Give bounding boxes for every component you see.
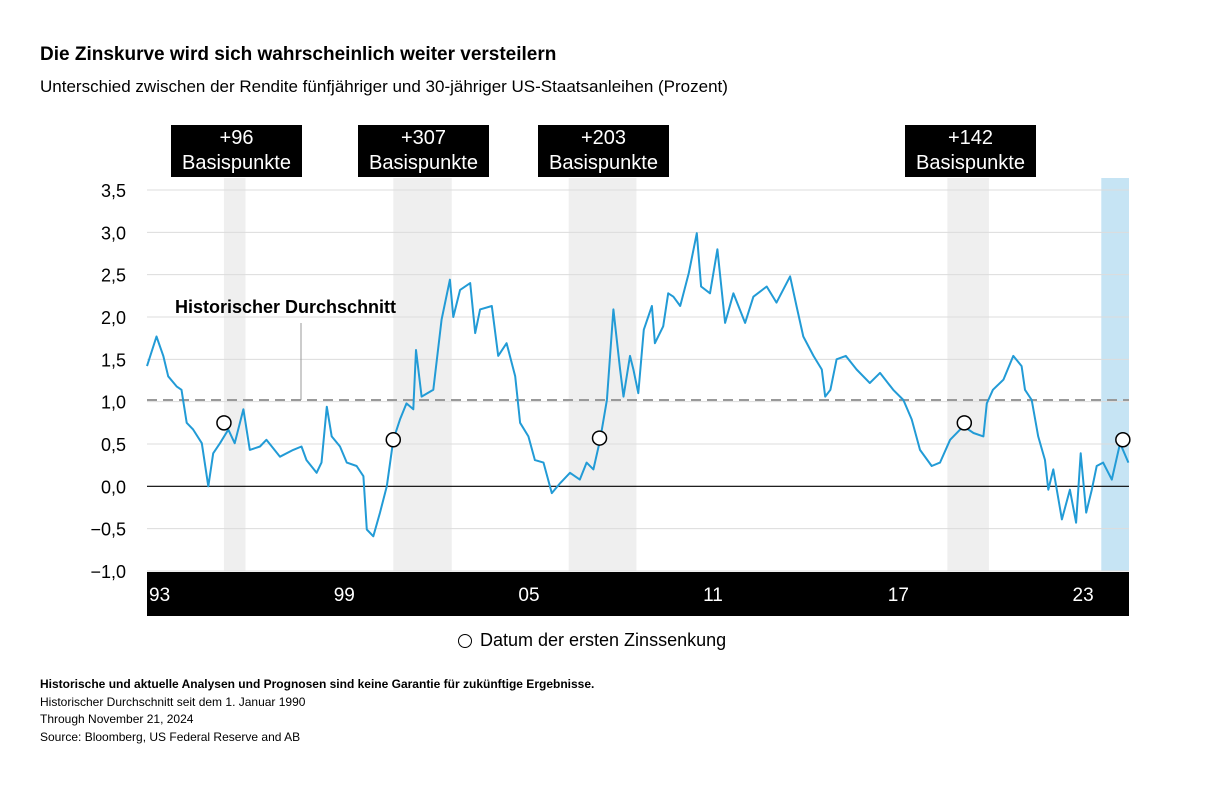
circle-marker-icon xyxy=(458,633,472,648)
x-tick-label: 23 xyxy=(1073,585,1094,606)
annotation-box: +203 Basispunkte xyxy=(538,125,669,177)
x-tick-label: 93 xyxy=(149,585,170,606)
footnote: Historischer Durchschnitt seit dem 1. Ja… xyxy=(40,694,306,709)
first-cut-marker xyxy=(385,432,402,448)
legend: Datum der ersten Zinssenkung xyxy=(458,630,726,651)
current-period xyxy=(1101,178,1129,571)
annotation-label: Basispunkte xyxy=(916,152,1025,174)
annotation-value: +142 xyxy=(947,127,994,149)
y-tick-label: 2,0 xyxy=(101,308,126,328)
x-tick-label: 05 xyxy=(518,585,539,606)
first-cut-marker xyxy=(591,430,608,446)
annotation-box: +307 Basispunkte xyxy=(358,125,489,177)
shaded-period xyxy=(947,178,989,571)
annotation-label: Basispunkte xyxy=(549,152,658,174)
y-tick-label: −0,5 xyxy=(90,520,126,540)
y-tick-label: 2,5 xyxy=(101,266,126,286)
annotation-value: +203 xyxy=(580,127,627,149)
first-cut-marker xyxy=(216,415,232,431)
annotation-box: +96 Basispunkte xyxy=(171,125,302,177)
y-tick-label: 3,5 xyxy=(101,181,126,201)
footer: Historische und aktuelle Analysen und Pr… xyxy=(40,676,594,746)
y-tick-label: 1,0 xyxy=(101,393,126,413)
spread-line xyxy=(146,232,1130,538)
y-tick-label: 1,5 xyxy=(101,350,126,370)
annotation-label: Basispunkte xyxy=(369,152,478,174)
annotation-value: +96 xyxy=(219,127,254,149)
y-tick-label: 3,0 xyxy=(101,223,126,243)
annotation-value: +307 xyxy=(400,127,447,149)
first-cut-marker xyxy=(1115,432,1131,448)
chart-title: Die Zinskurve wird sich wahrscheinlich w… xyxy=(40,44,557,65)
shaded-period xyxy=(393,178,452,571)
x-axis-band xyxy=(147,572,1129,616)
y-tick-label: 0,0 xyxy=(101,477,126,497)
legend-label: Datum der ersten Zinssenkung xyxy=(480,630,727,650)
annotation-box: +142 Basispunkte xyxy=(905,125,1036,177)
annotation-label: Basispunkte xyxy=(182,152,291,174)
footnote: Through November 21, 2024 xyxy=(40,712,194,726)
average-label: Historischer Durchschnitt xyxy=(175,297,396,317)
shaded-period xyxy=(223,178,246,571)
source: Source: Bloomberg, US Federal Reserve an… xyxy=(40,729,301,744)
first-cut-marker xyxy=(956,415,973,431)
x-tick-label: 11 xyxy=(703,585,723,606)
disclaimer: Historische und aktuelle Analysen und Pr… xyxy=(40,677,595,691)
y-tick-label: −1,0 xyxy=(90,562,126,582)
y-tick-label: 0,5 xyxy=(101,435,126,455)
x-tick-label: 99 xyxy=(334,585,355,606)
shaded-period xyxy=(568,178,637,571)
chart-subtitle: Unterschied zwischen der Rendite fünfjäh… xyxy=(40,77,728,96)
x-tick-label: 17 xyxy=(888,585,909,606)
